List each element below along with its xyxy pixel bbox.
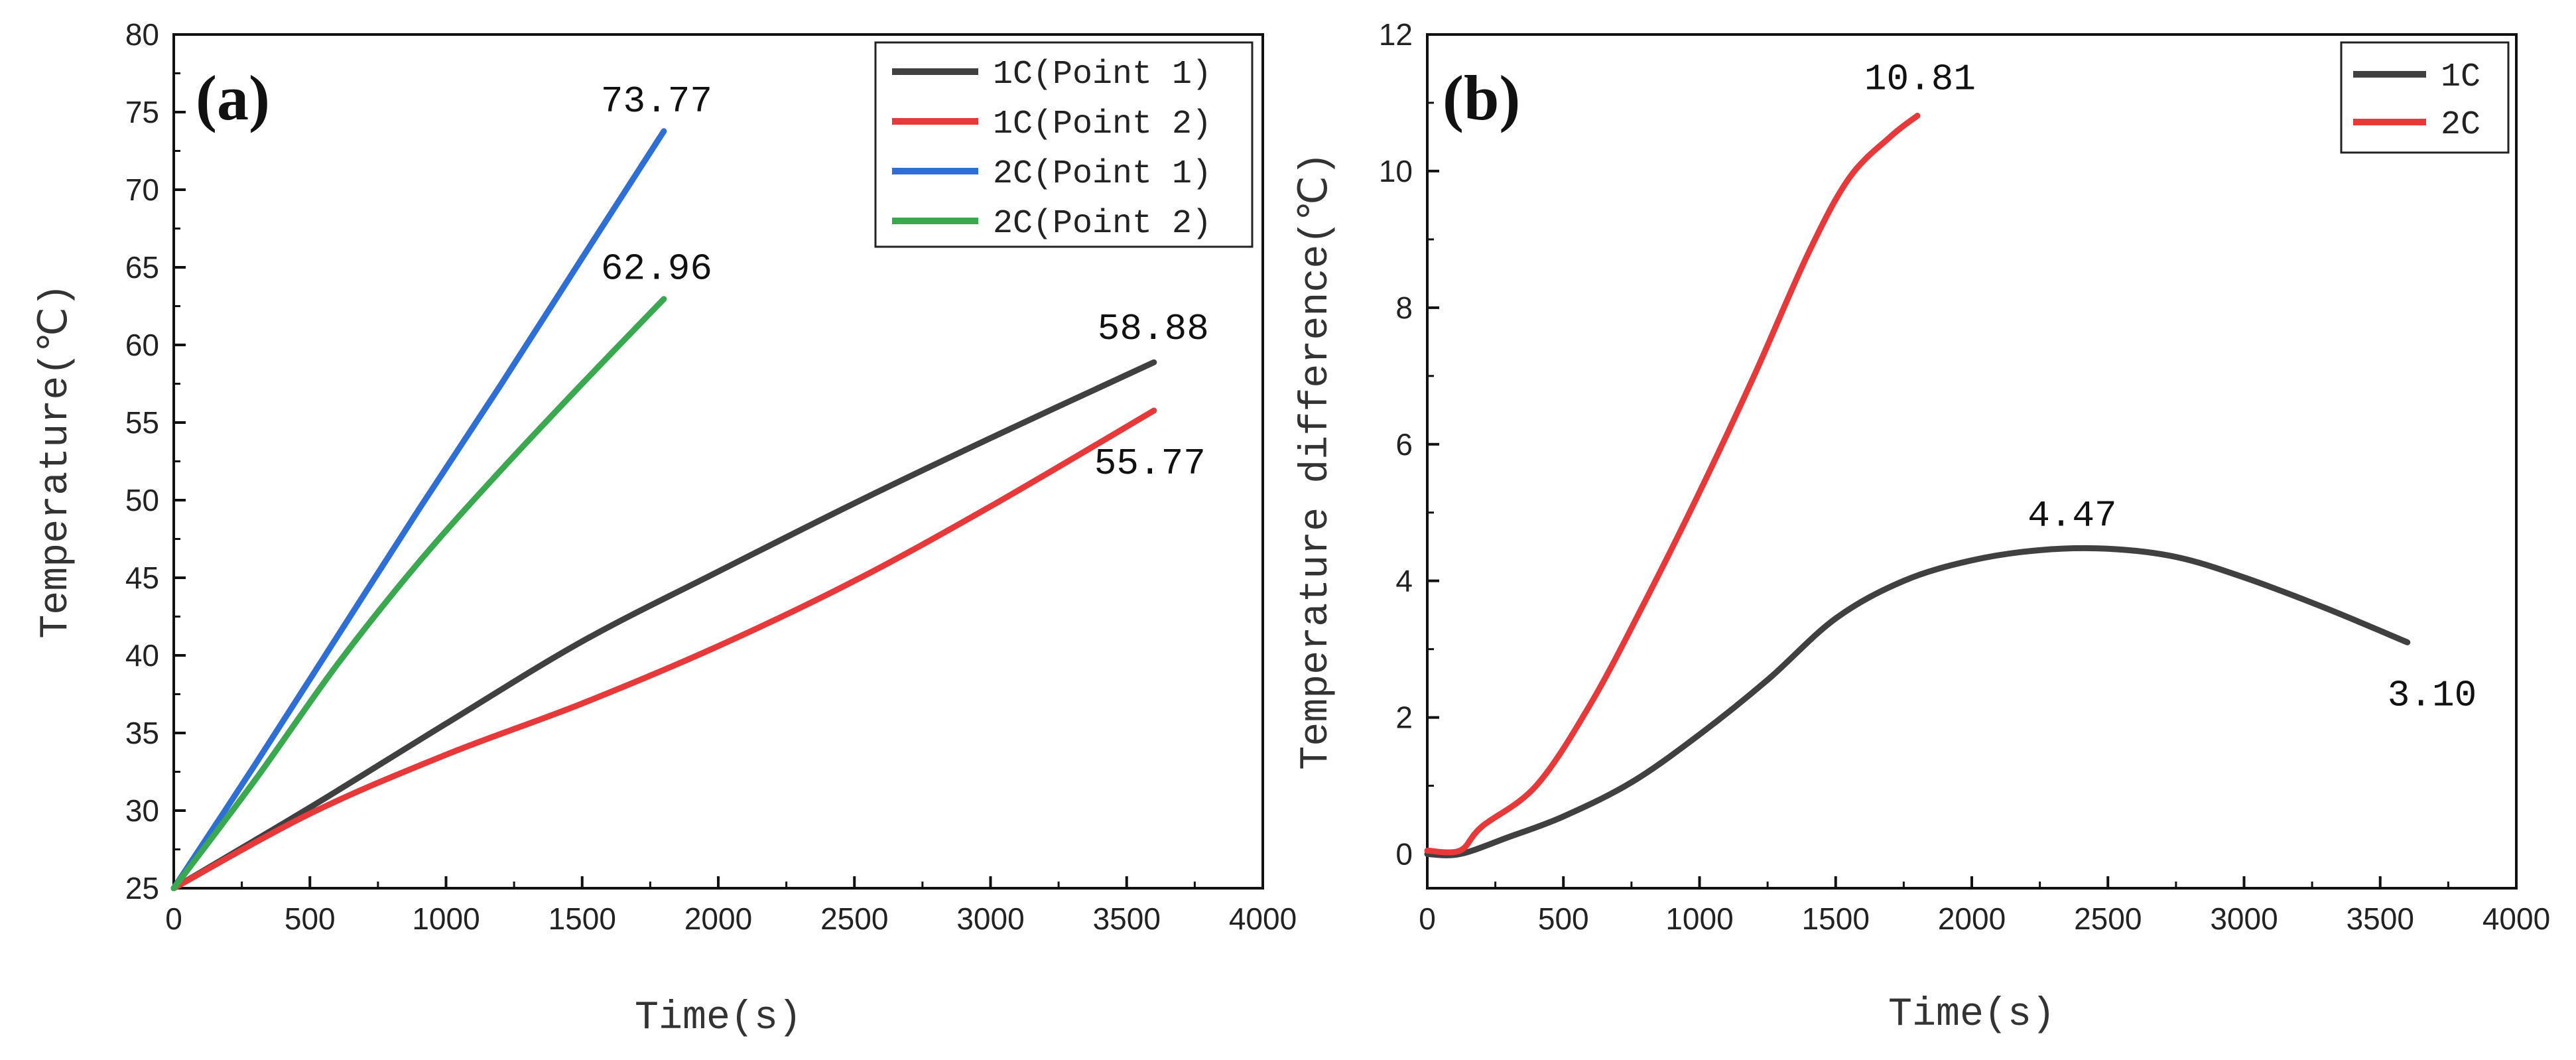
panel-b-y-axis-title: Temperature difference(℃) xyxy=(1294,152,1339,770)
panel-a-x-tick-label: 2500 xyxy=(820,901,888,936)
panel-a-series-line-1c-point-2 xyxy=(170,407,1157,892)
panel-b-y-tick-label: 6 xyxy=(1395,427,1413,462)
panel-a-y-ticks: 25 30 35 40 45 50 55 60 65 70 75 80 xyxy=(125,17,186,905)
panel-b-legend-box xyxy=(2340,41,2510,154)
panel-b-label: (b) xyxy=(1443,62,1520,133)
panel-a-y-tick-label: 65 xyxy=(125,250,159,285)
panel-a-data-label: 58.88 xyxy=(1098,308,1209,350)
panel-a-y-tick-label: 60 xyxy=(125,328,159,362)
panel-a-y-tick-label: 75 xyxy=(125,95,159,129)
panel-a-x-tick-label: 0 xyxy=(165,901,182,936)
panel-a-legend-label: 1C(Point 2) xyxy=(993,105,1212,143)
panel-a-x-axis-title: Time(s) xyxy=(635,996,802,1041)
panel-a-x-tick-label: 4000 xyxy=(1229,901,1297,936)
panel-a-series xyxy=(170,128,1157,892)
panel-b-legend-label: 2C xyxy=(2441,106,2480,144)
panel-a-series-line-2c-point-2 xyxy=(170,296,667,892)
panel-a-y-tick-label: 80 xyxy=(125,17,159,52)
panel-a-y-tick-label: 55 xyxy=(125,405,159,440)
panel-b-x-tick-label: 1000 xyxy=(1665,901,1733,936)
panel-a-x-tick-label: 3000 xyxy=(956,901,1024,936)
panel-a-series-line-1c-point-1 xyxy=(170,359,1157,892)
panel-a-data-label: 73.77 xyxy=(601,80,712,123)
panel-b-x-tick-label: 2000 xyxy=(1938,901,2006,936)
panel-b-series-line-2c xyxy=(1424,113,1921,856)
panel-a-x-ticks: 0 500 1000 1500 2000 2500 3000 3500 4000 xyxy=(165,876,1297,936)
panel-b-x-tick-label: 2500 xyxy=(2074,901,2142,936)
panel-b-y-tick-label: 2 xyxy=(1395,700,1413,735)
panel-b-data-label: 3.10 xyxy=(2388,674,2477,716)
panel-b-annotations: 10.81 4.47 3.10 xyxy=(1864,58,2477,717)
panel-a-y-tick-label: 25 xyxy=(125,871,159,905)
panel-a-legend-label: 2C(Point 1) xyxy=(993,155,1212,193)
panel-b-data-label: 4.47 xyxy=(2028,494,2116,537)
panel-b-x-tick-label: 4000 xyxy=(2482,901,2550,936)
panel-b-y-tick-label: 12 xyxy=(1379,17,1413,52)
panel-a-x-tick-label: 2000 xyxy=(684,901,752,936)
panel-a-annotations: 73.77 62.96 58.88 55.77 xyxy=(601,80,1209,485)
panel-b-x-axis-title: Time(s) xyxy=(1888,992,2055,1037)
panel-a-y-tick-label: 70 xyxy=(125,172,159,207)
panel-a-x-tick-label: 1500 xyxy=(548,901,616,936)
panel-a-legend-box xyxy=(874,41,1254,248)
panel-b-x-tick-label: 3500 xyxy=(2347,901,2414,936)
panel-b-y-ticks: 0 2 4 6 8 10 12 xyxy=(1379,17,1439,872)
panel-b-y-tick-label: 0 xyxy=(1395,837,1413,872)
panel-b-y-tick-label: 8 xyxy=(1395,291,1413,325)
panel-b-legend-label: 1C xyxy=(2441,58,2480,96)
panel-a-y-tick-label: 35 xyxy=(125,716,159,750)
panel-a-legend-items: 1C(Point 1) 1C(Point 2) 2C(Point 1) 2C(Poin… xyxy=(892,56,1212,243)
panel-a-chart: 0 500 1000 1500 2000 2500 3000 3500 4000 25 30 35 4… xyxy=(34,17,1297,1041)
panel-b-series xyxy=(1424,113,2411,858)
panel-a-legend-label: 1C(Point 1) xyxy=(993,56,1212,94)
panel-a-y-tick-label: 45 xyxy=(125,561,159,595)
panel-a-y-tick-label: 30 xyxy=(125,793,159,828)
panel-b-y-tick-label: 10 xyxy=(1379,154,1413,188)
panel-a-label: (a) xyxy=(196,62,270,133)
panel-b-x-tick-label: 500 xyxy=(1538,901,1589,936)
panel-a-data-label: 62.96 xyxy=(601,248,712,291)
panel-b-x-ticks: 0 500 1000 1500 2000 2500 3000 3500 4000 xyxy=(1419,876,2550,936)
panel-a-legend: 1C(Point 1) 1C(Point 2) 2C(Point 1) 2C(Poin… xyxy=(874,41,1254,248)
panel-b-x-tick-label: 3000 xyxy=(2210,901,2278,936)
panel-b-x-tick-label: 1500 xyxy=(1802,901,1870,936)
panel-b-data-label: 10.81 xyxy=(1864,58,1976,101)
panel-b-series-line-1c xyxy=(1424,545,2411,858)
panel-b-x-tick-label: 0 xyxy=(1419,901,1436,936)
panel-a-legend-label: 2C(Point 2) xyxy=(993,205,1212,243)
panel-a-y-axis-title: Temperature(℃) xyxy=(34,283,79,638)
panel-a-series-line-2c-point-1 xyxy=(170,128,667,892)
panel-a-y-tick-label: 50 xyxy=(125,483,159,517)
panel-a-data-label: 55.77 xyxy=(1094,442,1206,485)
panel-a-x-tick-label: 1000 xyxy=(412,901,480,936)
panel-b-plot-frame xyxy=(1426,33,2518,890)
panel-a-y-tick-label: 40 xyxy=(125,638,159,673)
panel-b-y-tick-label: 4 xyxy=(1395,564,1413,598)
panel-b-chart: 0 500 1000 1500 2000 2500 3000 3500 4000 0 2 4 6 8 10… xyxy=(1294,17,2550,1037)
panel-a-x-tick-label: 3500 xyxy=(1093,901,1161,936)
panel-a-x-tick-label: 500 xyxy=(285,901,336,936)
